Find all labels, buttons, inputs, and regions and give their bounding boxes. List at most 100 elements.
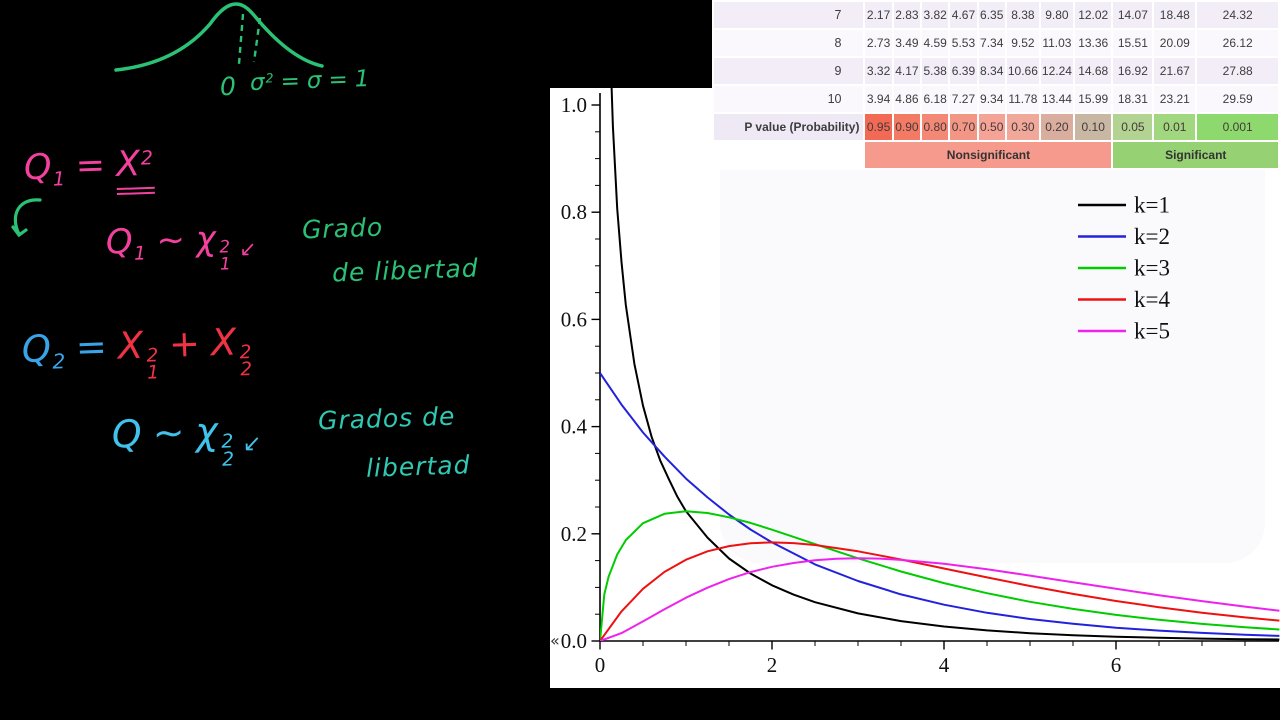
critical-value-cell: 7.34 (978, 30, 1005, 56)
x-tick-label: 0 (595, 653, 606, 677)
critical-value-cell: 18.31 (1113, 86, 1153, 112)
critical-value-cell: 2.73 (865, 30, 892, 56)
y-tick-label: 0.2 (561, 522, 587, 546)
critical-value-cell: 11.03 (1040, 30, 1073, 56)
df-label: 9 (714, 58, 864, 84)
critical-value-cell: 6.18 (922, 86, 949, 112)
table-row: 7 2.17 2.83 3.82 4.67 6.35 8.38 9.80 12.02 14.07 1… (714, 2, 1278, 28)
gauss-curve-sketch (114, 2, 324, 72)
p-value-cell: 0.80 (922, 114, 949, 140)
critical-value-cell: 14.68 (1074, 58, 1112, 84)
critical-value-cell: 8.38 (1006, 2, 1039, 28)
y-tick-label: 0.0 (561, 629, 587, 653)
gauss-zero-label: 0 (219, 71, 238, 102)
table-row: 8 2.73 3.49 4.59 5.53 7.34 9.52 11.03 13.36 15.51… (714, 30, 1278, 56)
chi-square-table-body: 7 2.17 2.83 3.82 4.67 6.35 8.38 9.80 12.02 14.07 1… (714, 2, 1278, 168)
critical-value-cell: 6.35 (978, 2, 1005, 28)
critical-value-cell: 4.86 (893, 86, 921, 112)
critical-value-cell: 18.48 (1154, 2, 1196, 28)
p-value-cell: 0.50 (978, 114, 1005, 140)
p-value-cell: 0.10 (1074, 114, 1112, 140)
formula-q1-distribution: Q1 ~ χ 2 1 ↙ (105, 218, 258, 275)
df-label: 10 (714, 86, 864, 112)
gauss-sigma-label: σ2 = σ = 1 (249, 65, 371, 97)
df-label: 7 (714, 2, 864, 28)
bell-curve (114, 2, 324, 72)
p-value-cell: 0.001 (1197, 114, 1278, 140)
annotation-arrow-icon: ↙ (238, 236, 258, 262)
p-value-cell: 0.95 (865, 114, 892, 140)
critical-value-cell: 3.32 (865, 58, 892, 84)
background-artifact (720, 98, 1265, 563)
chi-symbol: χ (194, 408, 220, 454)
critical-value-cell: 9.80 (1040, 2, 1073, 28)
df-note-1-line2: de libertad (331, 253, 480, 288)
critical-value-cell: 11.78 (1006, 86, 1039, 112)
critical-value-cell: 6.39 (950, 58, 977, 84)
plot-layer: 0.0 0.2 0.4 0.6 0.8 1.0 0 2 4 6 (561, 88, 1280, 677)
dashed-marker-1 (237, 13, 245, 65)
x-tick-label: 6 (1111, 653, 1122, 677)
edge-artifact: « (550, 631, 560, 650)
df-label: 8 (714, 30, 864, 56)
double-underlined-x-squared: X2 (115, 143, 156, 196)
formula-q1-definition: Q1 = X2 (23, 143, 156, 196)
chi-square-table: 7 2.17 2.83 3.82 4.67 6.35 8.38 9.80 12.02 14.07 1… (712, 0, 1280, 170)
df-note-1-line1: Grado (301, 212, 384, 245)
critical-value-cell: 8.34 (978, 58, 1005, 84)
p-value-cell: 0.30 (1006, 114, 1039, 140)
legend-label-k5: k=5 (1134, 319, 1170, 344)
legend-label-k1: k=1 (1134, 193, 1170, 218)
critical-value-cell: 2.83 (893, 2, 921, 28)
critical-value-cell: 23.21 (1154, 86, 1196, 112)
critical-value-cell: 29.59 (1197, 86, 1278, 112)
dashed-marker-2 (252, 17, 262, 63)
pdf-curve-k=2 (600, 372, 1280, 637)
pdf-curve-k=5 (600, 557, 1280, 641)
critical-value-cell: 9.34 (978, 86, 1005, 112)
critical-value-cell: 10.66 (1006, 58, 1039, 84)
p-value-cell: 0.20 (1040, 114, 1073, 140)
curl-arrow (11, 198, 42, 238)
legend-label-k4: k=4 (1134, 287, 1170, 312)
x-tick-label: 4 (939, 653, 950, 677)
p-value-cell: 0.70 (950, 114, 977, 140)
legend-label-k2: k=2 (1134, 224, 1170, 249)
critical-value-cell: 13.44 (1040, 86, 1073, 112)
critical-value-cell: 27.88 (1197, 58, 1278, 84)
critical-value-cell: 12.24 (1040, 58, 1073, 84)
p-value-cell: 0.05 (1113, 114, 1153, 140)
critical-value-cell: 2.17 (865, 2, 892, 28)
significance-row: Nonsignificant Significant (714, 142, 1278, 168)
critical-value-cell: 5.38 (922, 58, 949, 84)
critical-value-cell: 15.51 (1113, 30, 1153, 56)
y-tick-label: 0.6 (561, 307, 587, 331)
chart-svg: 0.0 0.2 0.4 0.6 0.8 1.0 0 2 4 6 k=1 k=2 k=3 k=4 k… (561, 88, 1280, 677)
x-tick-label: 2 (767, 653, 778, 677)
y-tick-label: 0.4 (561, 415, 588, 439)
critical-value-cell: 7.27 (950, 86, 977, 112)
distribution-chart-panel: 0.0 0.2 0.4 0.6 0.8 1.0 0 2 4 6 k=1 k=2 k=3 k=4 k… (550, 88, 1280, 688)
critical-value-cell: 12.02 (1074, 2, 1112, 28)
critical-value-cell: 20.09 (1154, 30, 1196, 56)
critical-value-cell: 4.59 (922, 30, 949, 56)
critical-value-cell: 26.12 (1197, 30, 1278, 56)
df-note-2-line1: Grados de (317, 401, 456, 436)
empty-cell (714, 142, 864, 168)
p-value-cell: 0.90 (893, 114, 921, 140)
legend-label-k3: k=3 (1134, 256, 1170, 281)
chart-legend: k=1 k=2 k=3 k=4 k=5 (1078, 193, 1170, 344)
critical-value-cell: 9.52 (1006, 30, 1039, 56)
p-value-row: P value (Probability) 0.95 0.90 0.80 0.70 0.5… (714, 114, 1278, 140)
pdf-curve-k=3 (600, 510, 1280, 641)
critical-value-cell: 13.36 (1074, 30, 1112, 56)
annotation-arrow-icon: ↙ (242, 430, 264, 458)
critical-value-cell: 4.17 (893, 58, 921, 84)
y-tick-label: 0.8 (561, 200, 587, 224)
formula-q2-distribution: Q ~ χ 2 2 ↙ (111, 408, 264, 471)
p-value-label: P value (Probability) (714, 114, 864, 140)
nonsignificant-band: Nonsignificant (865, 142, 1112, 168)
critical-value-cell: 14.07 (1113, 2, 1153, 28)
critical-value-cell: 24.32 (1197, 2, 1278, 28)
